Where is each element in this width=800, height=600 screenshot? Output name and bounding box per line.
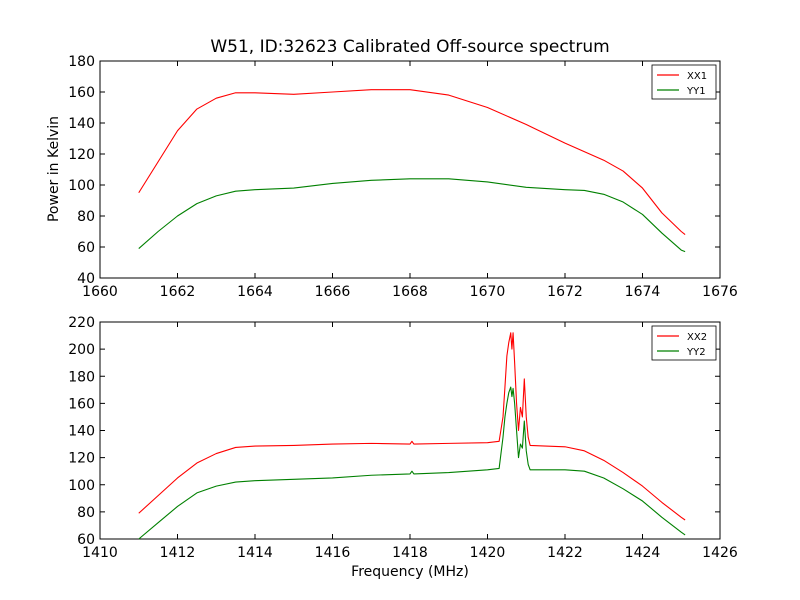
x-tick-label-1-1: 1412 [160, 545, 196, 561]
x-tick-label-1-2: 1414 [237, 545, 273, 561]
legend-label-xx2: XX2 [687, 332, 707, 343]
x-tick-label-0-8: 1676 [702, 284, 738, 300]
series-line-xx2 [138, 332, 686, 521]
y-tick-label-0-0: 40 [77, 271, 95, 287]
x-tick-label-1-5: 1420 [470, 545, 506, 561]
x-tick-label-1-8: 1426 [702, 545, 738, 561]
y-tick-label-0-7: 180 [68, 54, 95, 70]
y-tick-label-1-5: 160 [68, 396, 95, 412]
y-tick-label-1-3: 120 [68, 451, 95, 467]
x-tick-label-1-4: 1418 [392, 545, 428, 561]
legend-box-1 [651, 325, 717, 361]
x-tick-label-0-0: 1660 [82, 284, 118, 300]
x-tick-label-0-4: 1668 [392, 284, 428, 300]
y-tick-label-1-0: 60 [77, 532, 95, 548]
y-tick-label-1-1: 80 [77, 505, 95, 521]
y-tick-label-1-6: 180 [68, 369, 95, 385]
x-tick-label-1-7: 1424 [625, 545, 661, 561]
series-line-yy2 [138, 386, 686, 540]
y-axis-label-top: Power in Kelvin [46, 116, 62, 222]
y-tick-label-0-1: 60 [77, 240, 95, 256]
x-tick-label-0-3: 1666 [315, 284, 351, 300]
top-panel: 1660 1662 1664 1666 1668 1670 1672 1674 1676 40 60… [68, 54, 738, 300]
y-tick-label-0-5: 140 [68, 116, 95, 132]
x-axis-label-bottom: Frequency (MHz) [351, 564, 469, 580]
y-tick-label-1-2: 100 [68, 478, 95, 494]
y-tick-label-0-4: 120 [68, 147, 95, 163]
series-line-yy1 [138, 178, 686, 253]
y-tick-label-1-4: 140 [68, 424, 95, 440]
legend-label-xx1: XX1 [687, 71, 707, 82]
y-tick-label-1-7: 200 [68, 342, 95, 358]
y-tick-label-0-2: 80 [77, 209, 95, 225]
chart-title: W51, ID:32623 Calibrated Off-source spec… [210, 37, 609, 57]
bottom-panel: 1410 1412 1414 1416 1418 1420 1422 1424 1426 60 80… [68, 315, 738, 561]
y-tick-label-1-8: 220 [68, 315, 95, 331]
legend-label-yy2: YY2 [686, 347, 706, 358]
plot-area-1 [99, 321, 721, 540]
x-tick-label-0-7: 1674 [625, 284, 661, 300]
y-tick-label-0-6: 160 [68, 85, 95, 101]
x-tick-label-0-5: 1670 [470, 284, 506, 300]
x-tick-label-1-6: 1422 [547, 545, 583, 561]
legend-box-0 [651, 64, 717, 100]
x-tick-label-0-1: 1662 [160, 284, 196, 300]
y-tick-label-0-3: 100 [68, 178, 95, 194]
legend-label-yy1: YY1 [686, 86, 706, 97]
x-tick-label-0-2: 1664 [237, 284, 273, 300]
series-line-xx1 [138, 89, 686, 236]
plot-area-0 [99, 60, 721, 279]
x-tick-label-0-6: 1672 [547, 284, 583, 300]
x-tick-label-1-0: 1410 [82, 545, 118, 561]
x-tick-label-1-3: 1416 [315, 545, 351, 561]
